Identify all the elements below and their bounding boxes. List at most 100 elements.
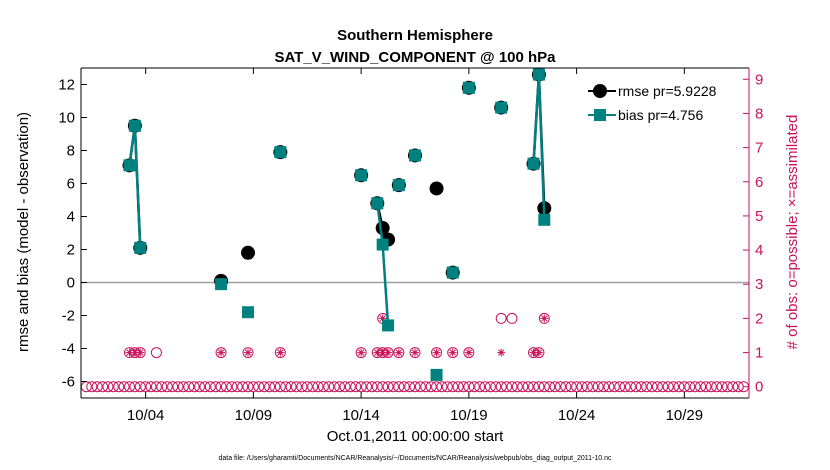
rmse-point: [241, 245, 255, 260]
obs-possible-zero-marker: [323, 381, 335, 393]
obs-possible-zero-marker: [711, 381, 723, 393]
obs-possible-zero-marker: [113, 381, 125, 393]
obs-possible-zero-marker: [614, 381, 626, 393]
obs-assimilated-marker: [464, 348, 473, 357]
obs-assimilated-star: [540, 314, 549, 323]
obs-possible-zero-marker: [344, 381, 356, 393]
obs-assimilated-marker: [529, 348, 538, 357]
y-tick-label: 6: [67, 176, 75, 193]
obs-possible-zero-marker: [554, 381, 566, 393]
obs-assimilated-star: [378, 314, 387, 323]
obs-possible-zero-marker: [700, 381, 712, 393]
obs-assimilated-marker: [125, 348, 134, 357]
obs-assimilated-star: [276, 348, 285, 357]
y-tick-label: 2: [67, 242, 75, 259]
obs-possible-zero-marker: [641, 381, 653, 393]
axes: [80, 67, 750, 399]
obs-possible-zero-marker: [716, 381, 728, 393]
obs-assimilated-star: [411, 348, 419, 357]
obs-possible-marker: [463, 347, 475, 359]
obs-possible-zero-marker: [97, 381, 109, 393]
y2-tick-label: 6: [755, 174, 763, 191]
obs-possible-zero-marker: [533, 381, 545, 393]
obs-possible-zero-marker: [167, 381, 179, 393]
obs-possible-zero-marker: [463, 381, 475, 393]
obs-possible-zero-marker: [86, 381, 98, 393]
y2-tick-label: 1: [755, 345, 763, 362]
obs-possible-zero-marker: [603, 381, 615, 393]
obs-possible-zero-marker: [204, 381, 216, 393]
obs-possible-zero-marker: [129, 381, 141, 393]
obs-possible-zero-marker: [721, 381, 733, 393]
series-markers: [122, 67, 552, 381]
obs-possible-zero-marker: [431, 381, 443, 393]
chart-title: Southern Hemisphere: [337, 27, 493, 44]
obs-possible-zero-marker: [436, 381, 448, 393]
bias-point: [495, 101, 508, 114]
obs-possible-zero-marker: [705, 381, 717, 393]
obs-possible-zero-marker: [452, 381, 464, 393]
obs-assimilated-marker: [130, 348, 139, 357]
obs-possible-zero-marker: [668, 381, 680, 393]
obs-possible-zero-marker: [549, 381, 561, 393]
obs-possible-zero-marker: [565, 381, 577, 393]
bias-point: [242, 306, 254, 319]
obs-possible-zero-marker: [264, 381, 276, 393]
obs-possible-marker: [242, 347, 254, 359]
obs-possible-zero-marker: [404, 381, 416, 393]
x-tick-label: 10/04: [127, 407, 165, 424]
bias-point: [376, 238, 389, 251]
obs-possible-zero-marker: [172, 381, 184, 393]
obs-possible-zero-marker: [581, 381, 593, 393]
obs-possible-zero-marker: [334, 381, 346, 393]
obs-possible-zero-marker: [123, 381, 135, 393]
y-tick-label: 10: [58, 110, 75, 127]
y-tick-label: 12: [58, 77, 75, 94]
y2-tick-label: 2: [755, 310, 763, 327]
obs-possible-zero-marker: [495, 381, 507, 393]
bias-point: [446, 266, 459, 279]
legend-bias-marker: [594, 109, 606, 121]
obs-possible-zero-marker: [274, 381, 286, 393]
legend-rmse-label: rmse pr=5.9228: [618, 83, 717, 99]
obs-possible-zero-marker: [474, 381, 486, 393]
obs-possible-marker: [538, 312, 550, 324]
obs-possible-zero-marker: [107, 381, 119, 393]
obs-possible-zero-marker: [624, 381, 636, 393]
obs-possible-zero-marker: [183, 381, 195, 393]
obs-possible-zero-marker: [506, 381, 518, 393]
y2-tick-label: 0: [755, 379, 763, 396]
bias-point: [274, 146, 287, 159]
bias-point: [409, 149, 421, 162]
obs-possible-zero-marker: [102, 381, 114, 393]
obs-possible-marker: [274, 347, 286, 359]
obs-possible-zero-marker: [247, 381, 259, 393]
obs-count-markers: [80, 312, 750, 393]
bias-point: [462, 81, 475, 94]
obs-assimilated-marker: [136, 348, 145, 357]
y2-tick-label: 3: [755, 276, 763, 293]
obs-assimilated-marker: [217, 348, 226, 357]
obs-possible-zero-marker: [377, 381, 389, 393]
obs-possible-marker: [215, 347, 227, 359]
bias-point: [134, 241, 147, 254]
obs-possible-zero-marker: [608, 381, 620, 393]
obs-possible-zero-marker: [598, 381, 610, 393]
obs-possible-zero-marker: [361, 381, 373, 393]
legend-rmse-marker: [593, 84, 607, 98]
obs-assimilated-marker: [378, 314, 387, 323]
obs-possible-zero-marker: [242, 381, 254, 393]
obs-possible-zero-marker: [382, 381, 394, 393]
obs-possible-zero-marker: [522, 381, 534, 393]
obs-possible-zero-marker: [140, 381, 152, 393]
y-tick-label: 4: [67, 209, 75, 226]
y2-tick-label: 9: [755, 71, 763, 88]
y-tick-label: 0: [67, 275, 75, 292]
obs-possible-zero-marker: [118, 381, 130, 393]
obs-possible-zero-marker: [355, 381, 367, 393]
obs-assimilated-marker: [411, 348, 419, 357]
obs-assimilated-star: [136, 348, 145, 357]
obs-possible-marker: [150, 347, 162, 359]
y-tick-label: -4: [62, 341, 75, 358]
obs-possible-zero-marker: [651, 381, 663, 393]
